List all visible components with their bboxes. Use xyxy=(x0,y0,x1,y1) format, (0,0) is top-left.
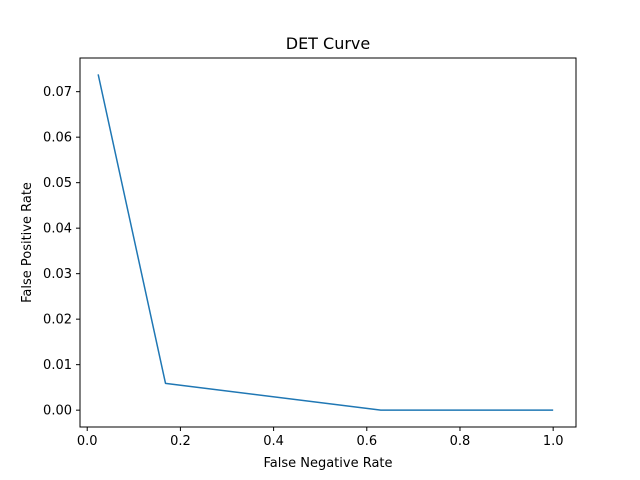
y-axis-ticks: 0.00 0.01 0.02 0.03 0.04 0.05 0.06 0.07 xyxy=(43,85,80,419)
y-tick-label: 0.01 xyxy=(43,358,72,373)
x-tick-label: 0.2 xyxy=(170,434,191,449)
y-tick-label: 0.02 xyxy=(43,313,72,328)
x-tick-label: 0.0 xyxy=(77,434,98,449)
x-tick-label: 0.6 xyxy=(356,434,377,449)
x-axis-ticks: 0.0 0.2 0.4 0.6 0.8 1.0 xyxy=(77,427,564,449)
y-axis-label: False Positive Rate xyxy=(20,182,35,303)
axes-background xyxy=(80,58,576,427)
y-tick-label: 0.05 xyxy=(43,176,72,191)
y-tick-label: 0.07 xyxy=(43,85,72,100)
axes-frame xyxy=(79,57,577,428)
plot-area xyxy=(80,58,576,427)
y-tick-label: 0.03 xyxy=(43,267,72,282)
y-tick-label: 0.00 xyxy=(43,404,72,419)
chart-title: DET Curve xyxy=(286,34,371,53)
x-tick-label: 1.0 xyxy=(543,434,564,449)
axes-spines xyxy=(79,57,577,428)
y-tick-label: 0.04 xyxy=(43,222,72,237)
x-axis-label: False Negative Rate xyxy=(263,456,392,471)
x-tick-label: 0.8 xyxy=(450,434,471,449)
y-tick-label: 0.06 xyxy=(43,131,72,146)
x-tick-label: 0.4 xyxy=(263,434,284,449)
series-line-0 xyxy=(97,74,554,411)
series-layer xyxy=(97,74,554,411)
